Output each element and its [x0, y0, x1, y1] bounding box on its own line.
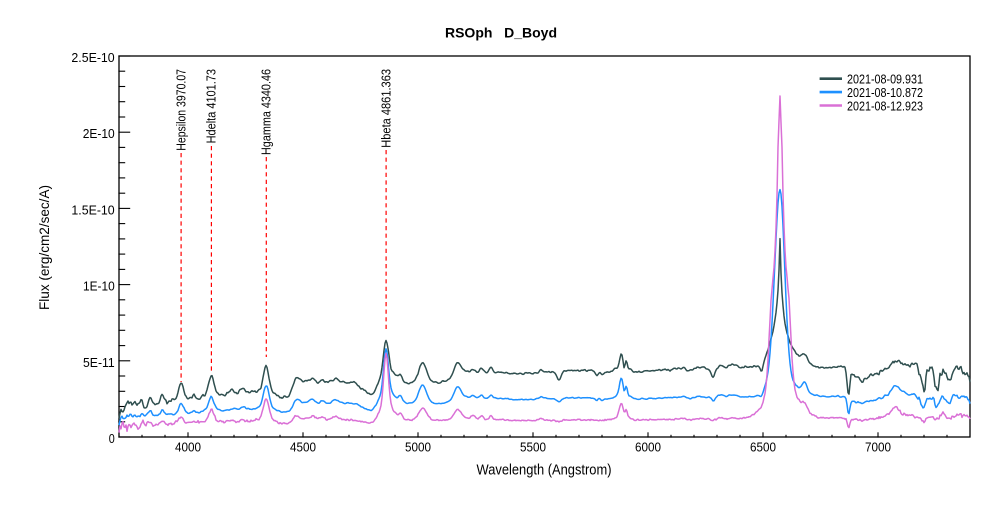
svg-text:Hgamma 4340.46: Hgamma 4340.46	[259, 69, 274, 155]
svg-text:5500: 5500	[520, 439, 546, 454]
svg-text:2021-08-09.931: 2021-08-09.931	[847, 72, 923, 87]
svg-text:Wavelength (Angstrom): Wavelength (Angstrom)	[477, 463, 612, 479]
svg-text:6000: 6000	[635, 439, 661, 454]
svg-text:Hdelta 4101.73: Hdelta 4101.73	[204, 69, 219, 143]
svg-text:1E-10: 1E-10	[83, 279, 115, 294]
svg-text:2E-10: 2E-10	[83, 126, 115, 141]
svg-text:Hbeta 4861.363: Hbeta 4861.363	[378, 69, 393, 148]
svg-text:2021-08-10.872: 2021-08-10.872	[847, 85, 923, 100]
svg-text:6500: 6500	[750, 439, 776, 454]
svg-text:0: 0	[109, 431, 115, 446]
svg-text:1.5E-10: 1.5E-10	[71, 202, 114, 217]
svg-text:2021-08-12.923: 2021-08-12.923	[847, 98, 923, 113]
svg-text:Hepsilon 3970.07: Hepsilon 3970.07	[173, 69, 188, 151]
svg-text:RSOph D_Boyd: RSOph D_Boyd	[445, 25, 557, 41]
svg-text:Flux (erg/cm2/sec/A): Flux (erg/cm2/sec/A)	[36, 185, 52, 310]
svg-text:5000: 5000	[405, 439, 431, 454]
svg-text:4000: 4000	[175, 439, 201, 454]
svg-text:2.5E-10: 2.5E-10	[71, 50, 114, 65]
svg-text:5E-11: 5E-11	[83, 355, 115, 370]
svg-text:4500: 4500	[290, 439, 316, 454]
svg-text:7000: 7000	[865, 439, 891, 454]
